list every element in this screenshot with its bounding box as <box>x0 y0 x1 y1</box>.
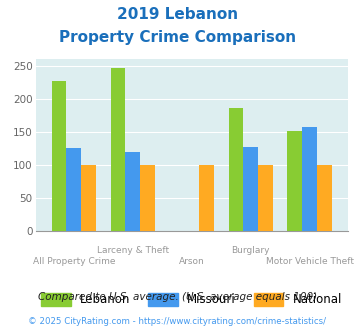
Text: 2019 Lebanon: 2019 Lebanon <box>117 7 238 21</box>
Bar <box>52 81 66 231</box>
Text: Burglary: Burglary <box>231 246 270 255</box>
Bar <box>125 152 140 231</box>
Bar <box>229 108 243 231</box>
Bar <box>302 127 317 231</box>
Bar <box>317 165 332 231</box>
Text: Property Crime Comparison: Property Crime Comparison <box>59 30 296 45</box>
Bar <box>111 68 125 231</box>
Bar <box>140 165 155 231</box>
Legend: Lebanon, Missouri, National: Lebanon, Missouri, National <box>37 288 347 311</box>
Text: All Property Crime: All Property Crime <box>33 257 115 266</box>
Bar <box>66 148 81 231</box>
Text: Larceny & Theft: Larceny & Theft <box>97 246 169 255</box>
Text: Compared to U.S. average. (U.S. average equals 100): Compared to U.S. average. (U.S. average … <box>38 292 317 302</box>
Bar <box>258 165 273 231</box>
Bar <box>288 131 302 231</box>
Bar <box>81 165 96 231</box>
Text: © 2025 CityRating.com - https://www.cityrating.com/crime-statistics/: © 2025 CityRating.com - https://www.city… <box>28 317 327 326</box>
Bar <box>199 165 214 231</box>
Text: Motor Vehicle Theft: Motor Vehicle Theft <box>266 257 354 266</box>
Text: Arson: Arson <box>179 257 204 266</box>
Bar <box>243 147 258 231</box>
